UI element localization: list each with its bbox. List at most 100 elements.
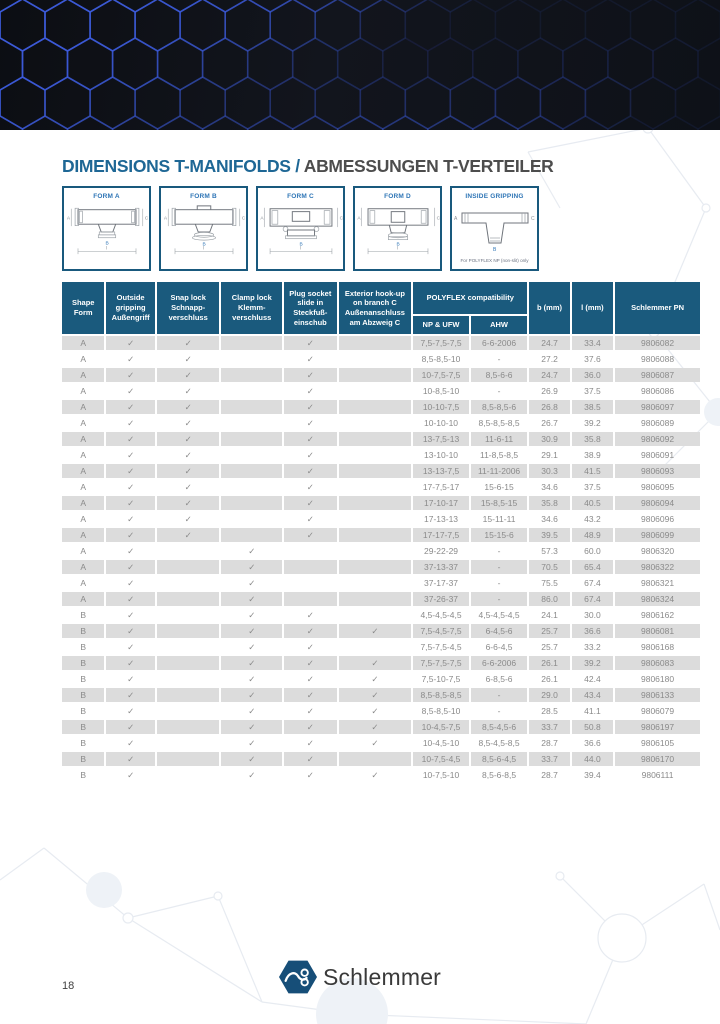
inside-gripping-label: INSIDE GRIPPING [465,193,524,200]
page-title: DIMENSIONS T-MANIFOLDS / ABMESSUNGEN T-V… [62,156,700,177]
dim-a-label: A [260,215,264,221]
cell-np-ufw: 10-4,5-10 [422,738,460,748]
dimensions-table-body: A ✓ ✓ ✓ 7,5-7,5-7,5 6-6-2006 24.7 33.4 9806082 A ✓… [62,336,700,782]
table-row: B ✓ ✓ ✓ ✓ 10-4,5-7,5 8,5-4,5-6 33.7 50.8 9806197 [62,720,700,734]
header-clamp-lock: Clamp lock Klemm- verschluss [221,282,283,334]
dim-b-label: B [493,247,497,253]
dim-b-label: B [299,241,302,247]
cell-b-mm: 27.2 [541,354,558,364]
cell-plug-socket: ✓ [284,688,337,702]
cell-snap-lock: ✓ [156,464,220,478]
cell-np-ufw: 17-17-7,5 [413,528,469,542]
cell-shape-form: A [62,400,105,414]
cell-np-ufw: 8,5-8,5-10 [421,354,461,364]
cell-b-mm: 28.7 [541,770,558,780]
cell-schlemmer-pn: 9806087 [615,368,700,382]
cell-shape-form: B [62,656,105,670]
cell-np-ufw: 7,5-7,5-4,5 [420,642,462,652]
cell-schlemmer-pn: 9806083 [615,656,700,670]
cell-exterior-hookup [339,640,412,654]
cell-outside-gripping: ✓ [106,592,155,606]
cell-l-mm: 41.1 [584,706,601,716]
cell-outside-gripping: ✓ [106,464,155,478]
cell-shape-form: A [62,432,105,446]
cell-clamp-lock: ✓ [248,609,256,620]
cell-l-mm: 35.8 [571,432,614,446]
form-b-label: FORM B [190,193,217,200]
cell-l-mm: 37.5 [584,482,601,492]
table-row: B ✓ ✓ ✓ ✓ 7,5-7,5-7,5 6-6-2006 26.1 39.2 9806083 [62,656,700,670]
cell-np-ufw: 10-4,5-7,5 [413,720,469,734]
cell-outside-gripping: ✓ [106,336,155,350]
cell-ahw: 11-8,5-8,5 [479,450,519,460]
cell-clamp-lock [221,400,283,414]
table-row: A ✓ ✓ ✓ 7,5-7,5-7,5 6-6-2006 24.7 33.4 9806082 [62,336,700,350]
cell-l-mm: 67.4 [584,578,601,588]
cell-l-mm: 39.4 [584,770,601,780]
cell-schlemmer-pn: 9806094 [615,496,700,510]
cell-ahw: 11-6-11 [470,432,528,446]
table-row: A ✓ ✓ ✓ 10-10-7,5 8,5-8,5-6 26.8 38.5 9806097 [62,400,700,414]
cell-plug-socket: ✓ [284,624,337,638]
cell-snap-lock [157,768,220,782]
dim-l-label: l [106,245,107,251]
cell-outside-gripping: ✓ [127,737,135,748]
cell-outside-gripping: ✓ [106,720,155,734]
cell-schlemmer-pn: 9806111 [641,770,674,780]
cell-exterior-hookup [339,416,412,430]
inside-gripping-box: INSIDE GRIPPING A C B For POLYFLEX NP (n… [450,186,539,271]
cell-b-mm: 26.7 [541,418,558,428]
cell-snap-lock [157,736,220,750]
cell-b-mm: 33.7 [529,720,570,734]
cell-schlemmer-pn: 9806093 [615,464,700,478]
cell-outside-gripping: ✓ [127,577,135,588]
cell-clamp-lock: ✓ [248,769,256,780]
cell-clamp-lock: ✓ [221,752,283,766]
cell-plug-socket: ✓ [284,528,337,542]
cell-clamp-lock [221,464,283,478]
cell-plug-socket: ✓ [306,385,314,396]
cell-schlemmer-pn: 9806082 [615,336,700,350]
table-row: A ✓ ✓ 37-26-37-86.0 67.4 9806324 [62,592,700,606]
banner-hexagon-pattern [0,0,720,130]
cell-plug-socket: ✓ [284,368,337,382]
table-row: B ✓ ✓ ✓ 4,5-4,5-4,5 4,5-4,5-4,5 24.1 30.0 980616… [62,608,700,622]
cell-exterior-hookup: ✓ [338,720,412,734]
cell-l-mm: 42.4 [584,674,601,684]
cell-l-mm: 60.0 [584,546,601,556]
cell-b-mm: 26.1 [529,656,570,670]
cell-b-mm: 86.0 [529,592,570,606]
cell-ahw: - [497,578,501,588]
cell-l-mm: 44.0 [571,752,614,766]
table-row: A ✓ ✓ 37-17-37 - 75.5 67.4 9806321 [62,576,700,590]
cell-shape-form: B [80,706,87,716]
cell-exterior-hookup: ✓ [371,673,379,684]
cell-shape-form: A [62,528,105,542]
cell-shape-form: B [80,642,87,652]
header-schlemmer-pn: Schlemmer PN [615,282,700,334]
cell-clamp-lock: ✓ [221,624,283,638]
cell-np-ufw: 10-7,5-4,5 [413,752,469,766]
cell-outside-gripping: ✓ [127,481,135,492]
cell-shape-form: A [80,450,87,460]
cell-np-ufw: 37-26-37 [413,592,469,606]
cell-outside-gripping: ✓ [127,449,135,460]
cell-shape-form: A [80,546,87,556]
cell-clamp-lock [221,432,283,446]
cell-shape-form: A [80,578,87,588]
cell-plug-socket: ✓ [306,417,314,428]
cell-plug-socket: ✓ [284,752,337,766]
cell-b-mm: 24.7 [529,336,570,350]
cell-shape-form: A [80,514,87,524]
dim-b-label: B [202,241,205,247]
form-c-box: FORM C A [256,186,345,271]
cell-b-mm: 24.7 [529,368,570,382]
cell-outside-gripping: ✓ [106,624,155,638]
cell-np-ufw: 7,5-7,5-7,5 [413,656,469,670]
dim-c-label: C [531,216,535,222]
cell-b-mm: 24.1 [541,610,558,620]
cell-exterior-hookup [339,544,412,558]
cell-shape-form: A [80,354,87,364]
cell-clamp-lock: ✓ [248,673,256,684]
cell-b-mm: 29.0 [529,688,570,702]
